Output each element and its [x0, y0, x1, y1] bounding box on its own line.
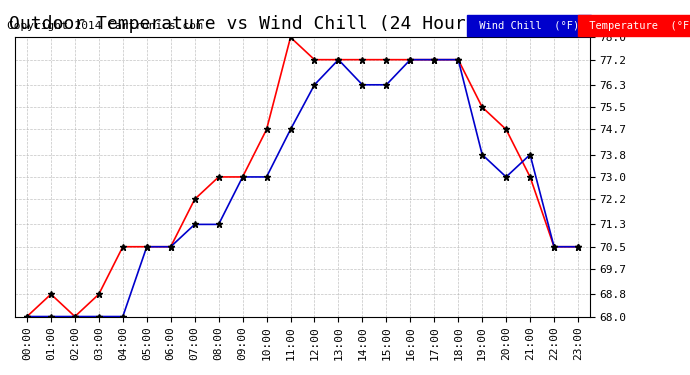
Title: Outdoor Temperature vs Wind Chill (24 Hours)  20140712: Outdoor Temperature vs Wind Chill (24 Ho…	[9, 15, 596, 33]
Text: Copyright 2014 Cartronics.com: Copyright 2014 Cartronics.com	[7, 21, 203, 31]
Text: Temperature  (°F): Temperature (°F)	[583, 21, 690, 31]
Text: Wind Chill  (°F): Wind Chill (°F)	[473, 21, 585, 31]
